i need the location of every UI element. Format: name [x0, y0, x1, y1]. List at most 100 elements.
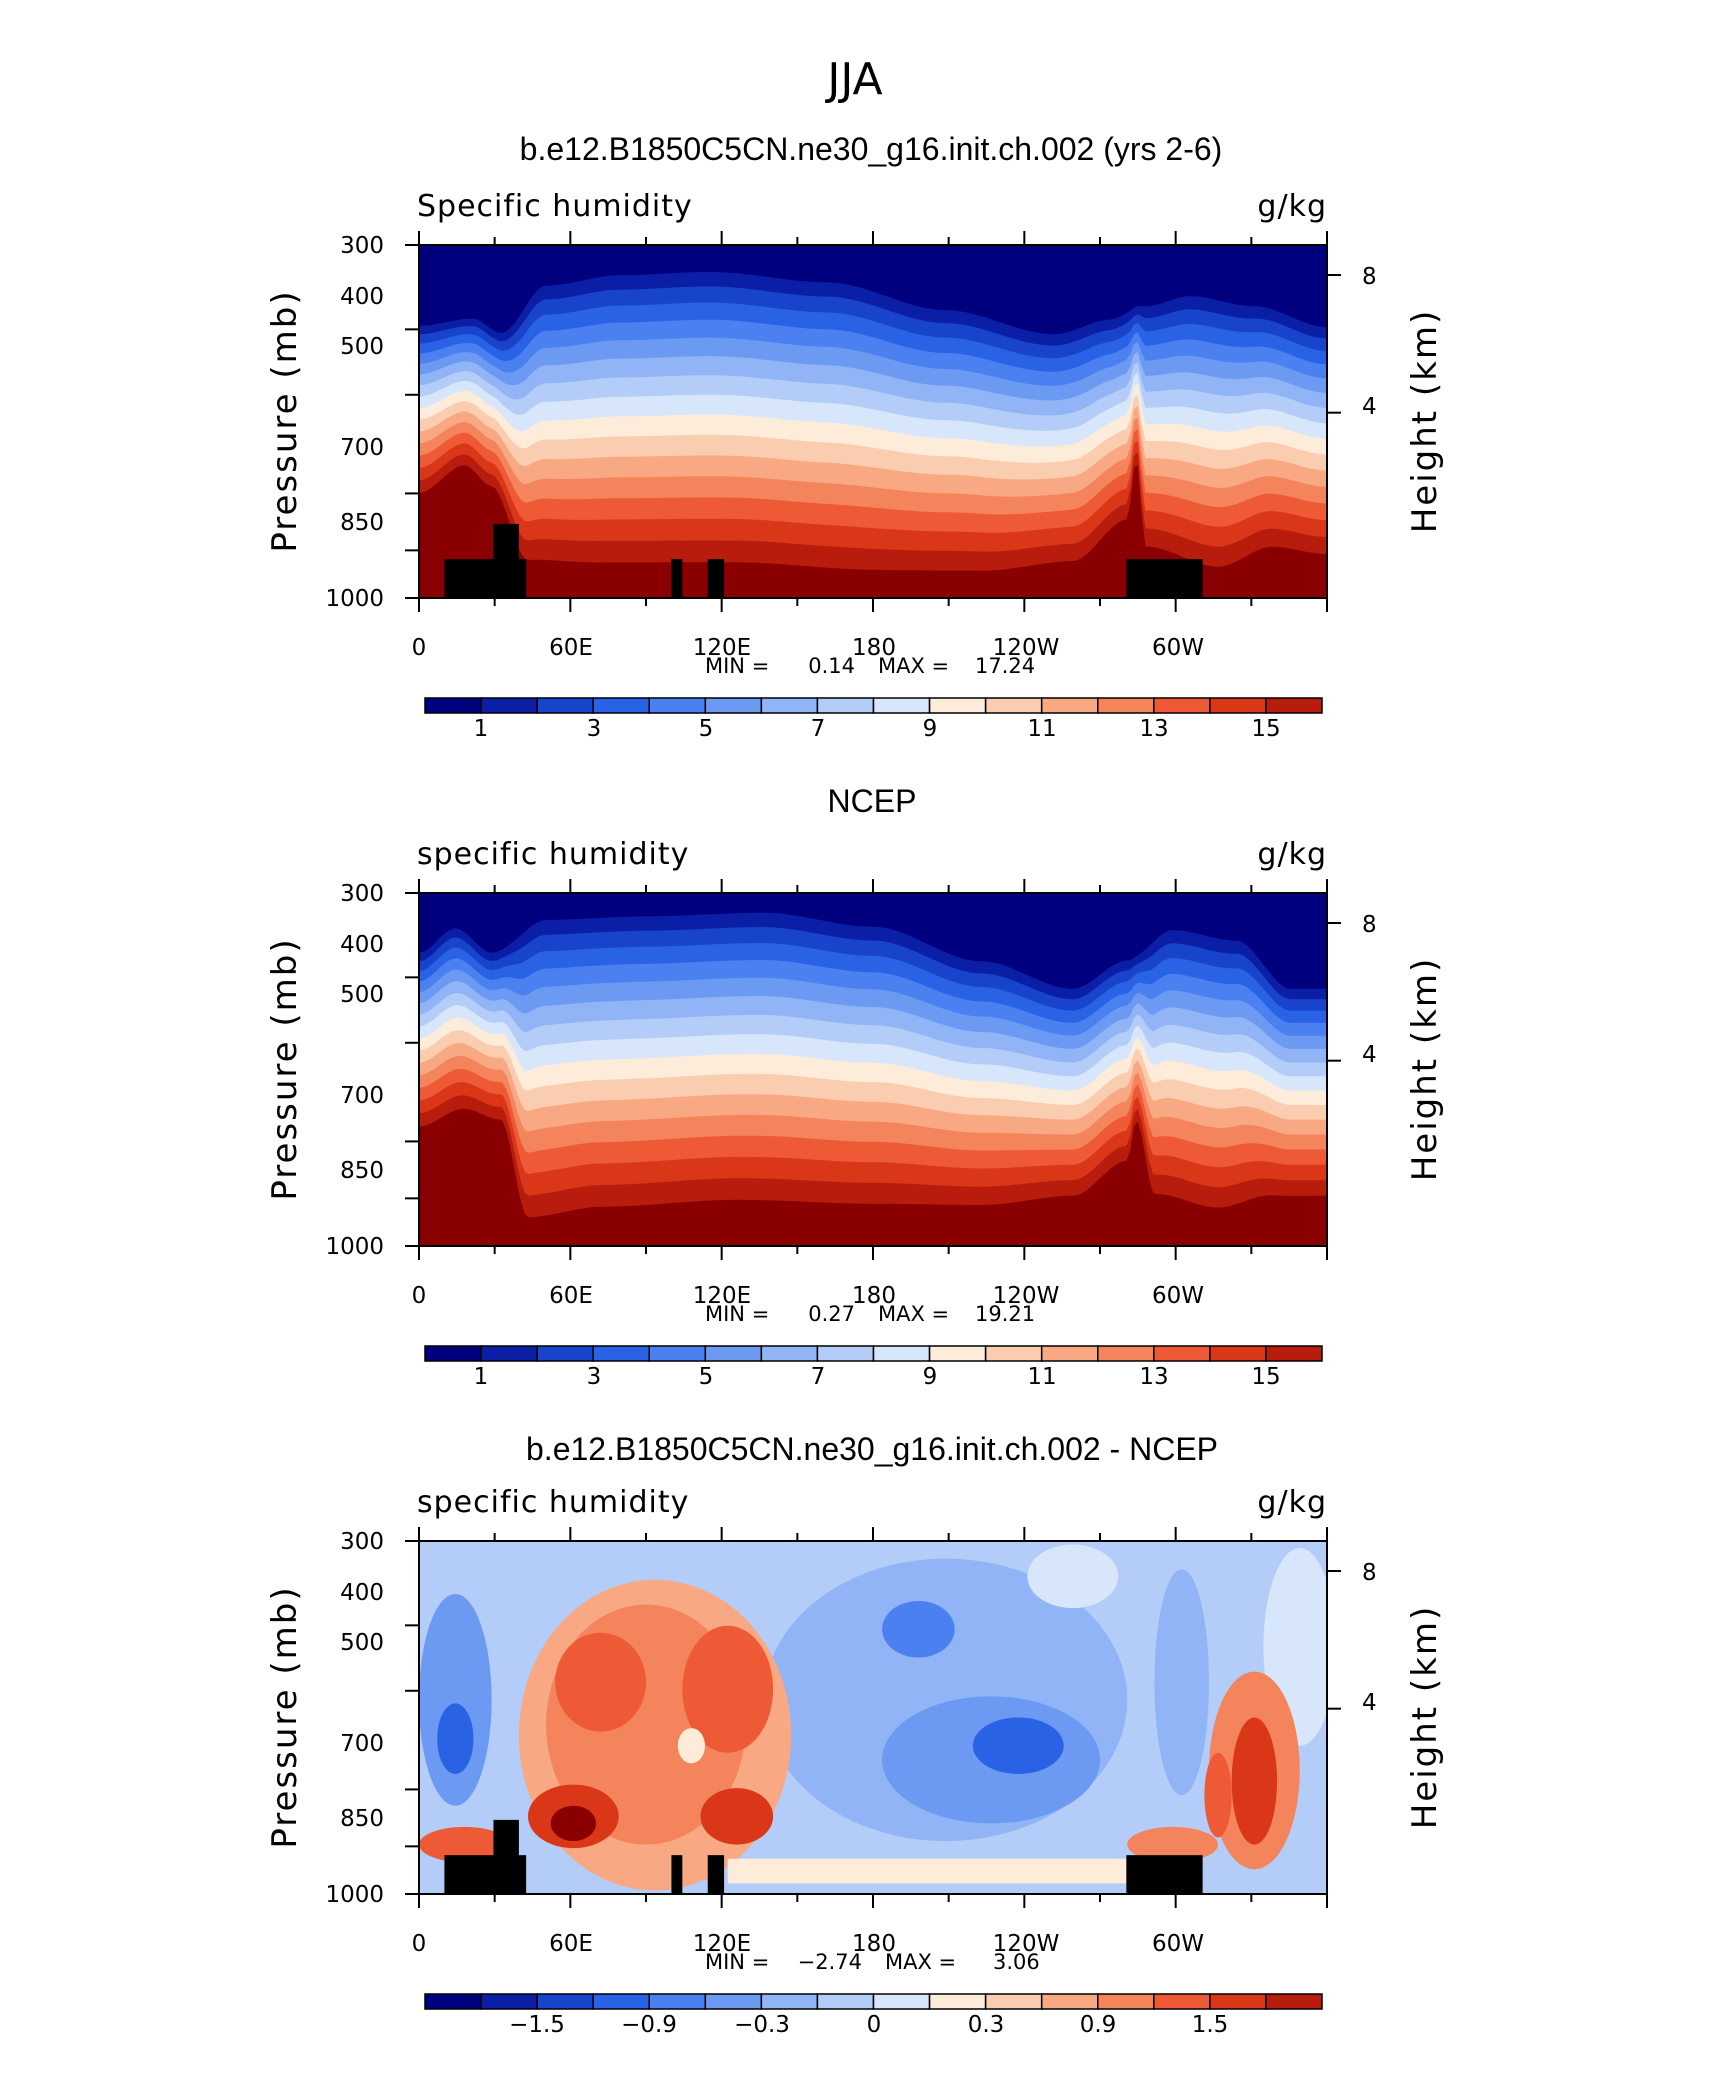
colorbar-swatch [1209, 1993, 1267, 2010]
panel-2-max-label: MAX = [878, 1302, 949, 1326]
colorbar-swatch [704, 1345, 763, 1362]
panel-1-title: b.e12.B1850C5CN.ne30_g16.init.ch.002 (yr… [520, 131, 1223, 167]
panel-1-min-label: MIN = [705, 654, 769, 678]
positive-region [555, 1632, 646, 1732]
panel-1-cbar-label-15: 15 [1251, 716, 1280, 742]
panel-2-x-tick-120w: 120W [993, 1283, 1060, 1309]
colorbar-swatch [1265, 697, 1323, 714]
panel-3-plot [405, 1527, 1341, 1908]
colorbar-swatch [928, 1345, 987, 1362]
panel-3-max-label: MAX = [885, 1950, 956, 1974]
panel-3-y-axis-label: Pressure (mb) [265, 1585, 305, 1848]
panel-1-x-ticks: 0 60E 120E 180 120W 60W [412, 635, 1204, 661]
panel-3-x-tick-180: 180 [852, 1931, 896, 1957]
panel-1-right-label: g/kg [1257, 189, 1327, 224]
colorbar-swatch [816, 1993, 875, 2010]
panel-2-y2-ticks: 8 4 [1362, 912, 1377, 1068]
negative-region [437, 1703, 474, 1774]
panel-2-y-ticks: 300 400 500 700 850 1000 [325, 881, 384, 1260]
topography-mask [707, 1855, 725, 1894]
panel-1-min-value: 0.14 [808, 654, 855, 678]
neutral-region [677, 1728, 706, 1764]
colorbar-swatch [424, 697, 482, 714]
neutral-region [727, 1858, 1128, 1884]
panel-3-y-tick-850: 850 [340, 1806, 384, 1832]
colorbar-swatch [648, 1993, 707, 2010]
panel-2-cbar-label-9: 9 [923, 1364, 938, 1390]
panel-1-x-tick-60w: 60W [1152, 635, 1204, 661]
panel-1-y2-tick-4: 4 [1362, 394, 1377, 420]
topography-mask [671, 1855, 683, 1894]
panel-3-right-label: g/kg [1257, 1485, 1327, 1520]
panel-1-y-tick-300: 300 [340, 233, 384, 259]
panel-3-y-tick-700: 700 [340, 1731, 384, 1757]
panel-2-title: NCEP [828, 783, 917, 819]
panel-3-y2-tick-8: 8 [1362, 1560, 1377, 1586]
panel-3-y-tick-300: 300 [340, 1529, 384, 1555]
panel-3-x-tick-120w: 120W [993, 1931, 1060, 1957]
colorbar-swatch [704, 697, 763, 714]
panel-2-x-tick-60w: 60W [1152, 1283, 1204, 1309]
panel-3-y-tick-500: 500 [340, 1630, 384, 1656]
panel-2-y2-tick-8: 8 [1362, 912, 1377, 938]
contour-band [419, 464, 1327, 598]
panel-3: b.e12.B1850C5CN.ne30_g16.init.ch.002 - N… [265, 1431, 1445, 2038]
negative-region [882, 1601, 955, 1658]
panel-1-y-tick-500: 500 [340, 334, 384, 360]
panel-2-colorbar-labels: 1 3 5 7 9 11 13 15 [474, 1364, 1281, 1390]
panel-3-cbar-label-1.5: 1.5 [1192, 2012, 1229, 2038]
colorbar-swatch [536, 697, 594, 714]
panel-3-cbar-label-m0.9: −0.9 [621, 2012, 677, 2038]
panel-2-y2-tick-4: 4 [1362, 1042, 1377, 1068]
colorbar-swatch [1040, 1345, 1099, 1362]
topography-mask [1126, 559, 1203, 598]
plot-area [419, 893, 1327, 1246]
panel-3-min-label: MIN = [705, 1950, 769, 1974]
colorbar-swatch [1153, 1345, 1211, 1362]
panel-1-colorbar-labels: 1 3 5 7 9 11 13 15 [474, 716, 1281, 742]
topography-mask [493, 1819, 519, 1894]
colorbar-swatch [872, 1345, 931, 1362]
panel-1-x-tick-60e: 60E [549, 635, 593, 661]
panel-3-x-tick-60e: 60E [549, 1931, 593, 1957]
colorbar-swatch [760, 1993, 819, 2010]
panel-1-cbar-label-13: 13 [1139, 716, 1168, 742]
panel-1-y-tick-1000: 1000 [325, 586, 384, 612]
panel-1-plot [405, 231, 1341, 612]
panel-1-y2-axis-label: Height (km) [1405, 309, 1445, 534]
panel-1-y-axis-label: Pressure (mb) [265, 289, 305, 552]
panel-3-y-ticks: 300 400 500 700 850 1000 [325, 1529, 384, 1908]
panel-1-colorbar [424, 697, 1323, 714]
positive-region [700, 1788, 774, 1845]
panel-3-x-ticks: 0 60E 120E 180 120W 60W [412, 1931, 1204, 1957]
panel-3-cbar-label-0: 0 [867, 2012, 882, 2038]
panel-1-x-tick-120w: 120W [993, 635, 1060, 661]
positive-region [682, 1625, 774, 1753]
panel-3-y2-ticks: 8 4 [1362, 1560, 1377, 1716]
colorbar-swatch [536, 1993, 594, 2010]
panel-2: NCEP specific humidity g/kg Pressure (mb… [265, 783, 1445, 1390]
colorbar-swatch [1265, 1993, 1323, 2010]
panel-2-y-tick-1000: 1000 [325, 1234, 384, 1260]
panel-2-x-tick-180: 180 [852, 1283, 896, 1309]
panel-2-left-label: specific humidity [417, 837, 689, 872]
topography-mask [1126, 1855, 1203, 1894]
colorbar-swatch [760, 1345, 819, 1362]
contour-band [419, 1108, 1327, 1246]
colorbar-swatch [648, 1345, 707, 1362]
colorbar-swatch [1153, 697, 1211, 714]
panel-3-min-value: −2.74 [798, 1950, 862, 1974]
colorbar-swatch [1209, 697, 1267, 714]
panel-3-title: b.e12.B1850C5CN.ne30_g16.init.ch.002 - N… [526, 1431, 1218, 1467]
colorbar-swatch [984, 1345, 1043, 1362]
topography-mask [707, 559, 725, 598]
panel-1-max-value: 17.24 [975, 654, 1035, 678]
colorbar-swatch [592, 1345, 650, 1362]
panel-2-x-ticks: 0 60E 120E 180 120W 60W [412, 1283, 1204, 1309]
panel-1: b.e12.B1850C5CN.ne30_g16.init.ch.002 (yr… [265, 131, 1445, 742]
panel-1-y-tick-700: 700 [340, 435, 384, 461]
positive-region [1204, 1752, 1232, 1838]
panel-1-cbar-label-1: 1 [474, 716, 489, 742]
panel-2-x-tick-0: 0 [412, 1283, 427, 1309]
